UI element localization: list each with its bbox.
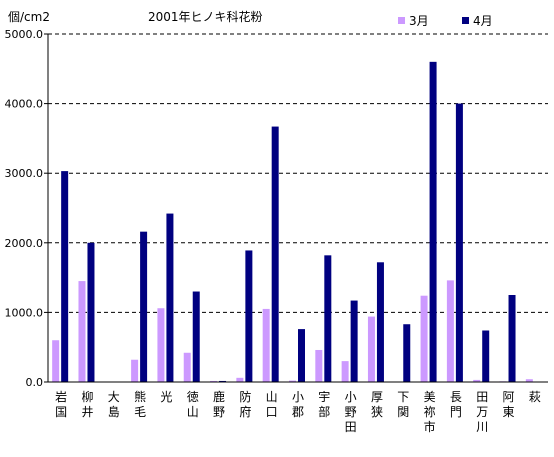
x-tick-label: 田万川 xyxy=(476,390,488,434)
bar-march xyxy=(183,352,191,382)
x-tick-label: 鹿野 xyxy=(213,389,225,419)
x-tick-label: 厚狭 xyxy=(371,390,383,419)
legend-label-april: 4月 xyxy=(473,14,493,28)
bar-april xyxy=(455,103,463,382)
bar-march xyxy=(52,340,60,382)
x-tick-label: 大島 xyxy=(108,390,120,419)
x-tick-label: 柳井 xyxy=(81,390,93,419)
bar-april xyxy=(298,329,305,382)
y-tick-labels: 0.0 1000.0 2000.0 3000.0 4000.0 5000.0 xyxy=(5,28,48,389)
legend-swatch-march xyxy=(398,17,405,24)
y-tick-label: 5000.0 xyxy=(5,28,44,41)
bar-april xyxy=(403,324,411,382)
bar-march xyxy=(420,295,428,382)
bar-april xyxy=(245,250,253,382)
bars xyxy=(52,61,533,383)
bar-april xyxy=(482,330,490,382)
bar-march xyxy=(157,308,165,382)
bar-april xyxy=(219,380,227,382)
x-tick-label: 美祢市 xyxy=(424,390,436,434)
bar-april xyxy=(508,295,516,382)
bar-april xyxy=(376,262,384,382)
y-tick-label: 4000.0 xyxy=(5,98,44,111)
x-tick-label: 長門 xyxy=(450,390,462,419)
legend-swatch-april xyxy=(462,17,469,24)
bar-march xyxy=(131,359,139,382)
y-tick-label: 2000.0 xyxy=(5,237,44,250)
gridlines xyxy=(48,33,548,313)
x-tick-label: 熊毛 xyxy=(134,389,146,419)
bar-march xyxy=(315,349,323,382)
x-tick-label: 宇部 xyxy=(318,390,330,419)
bar-march xyxy=(446,280,454,382)
bar-march xyxy=(210,380,218,382)
bar-april xyxy=(271,126,279,383)
bar-march xyxy=(525,379,533,382)
x-tick-label: 下関 xyxy=(397,390,409,419)
bar-april xyxy=(429,61,437,383)
axes xyxy=(47,34,548,383)
x-tick-label: 小郡 xyxy=(292,390,304,419)
bar-march xyxy=(236,377,244,382)
x-tick-label: 光 xyxy=(160,390,172,404)
legend: 3月 4月 xyxy=(380,9,552,33)
x-tick-label: 岩国 xyxy=(55,389,67,419)
x-tick-label: 防府 xyxy=(239,389,251,419)
bar-march xyxy=(78,281,86,382)
y-tick-label: 0.0 xyxy=(26,376,44,389)
bar-april xyxy=(324,255,332,382)
bar-march xyxy=(289,380,296,382)
bar-april xyxy=(350,300,358,382)
y-axis-label: 個/cm2 xyxy=(8,10,50,24)
bar-march xyxy=(262,308,270,382)
bar-april xyxy=(140,231,148,382)
x-tick-label: 小野田 xyxy=(345,390,357,434)
bar-april xyxy=(61,171,69,382)
bar-april xyxy=(87,242,95,382)
legend-label-march: 3月 xyxy=(409,14,429,28)
y-tick-label: 1000.0 xyxy=(5,306,44,319)
chart-title: 2001年ヒノキ科花粉 xyxy=(148,9,263,24)
y-tick-label: 3000.0 xyxy=(5,167,44,180)
bar-march xyxy=(341,361,349,382)
bar-march xyxy=(473,379,481,382)
x-tick-label: 山口 xyxy=(266,390,278,419)
bar-april xyxy=(192,291,200,382)
x-tick-label: 徳山 xyxy=(187,389,199,419)
x-tick-label: 萩 xyxy=(529,390,541,404)
x-tick-label: 阿東 xyxy=(503,390,515,419)
bar-april xyxy=(166,213,174,382)
bar-march xyxy=(367,316,375,382)
